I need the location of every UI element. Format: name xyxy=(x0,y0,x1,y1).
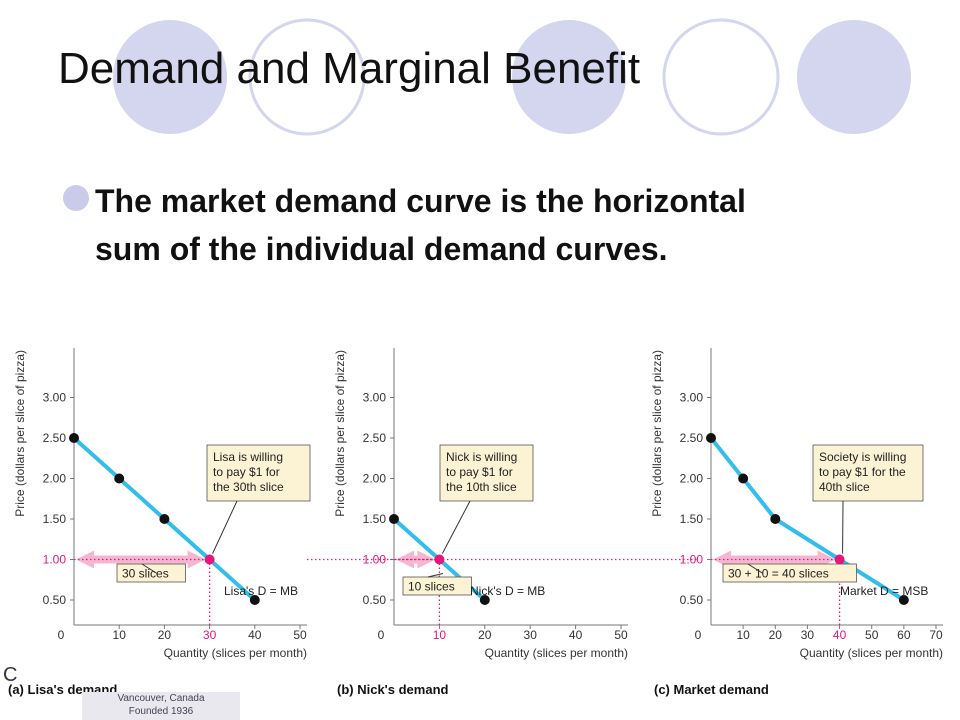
x-axis-label: Quantity (slices per month) xyxy=(164,646,307,660)
data-point xyxy=(159,514,170,524)
y-tick-label: 2.50 xyxy=(680,431,704,445)
decor-circle xyxy=(248,18,366,136)
x-tick-label: 30 xyxy=(203,628,217,642)
y-tick-label: 2.50 xyxy=(43,431,67,445)
y-tick-label: 1.00 xyxy=(43,553,67,567)
decor-circle xyxy=(797,20,911,134)
x-tick-label: 40 xyxy=(569,628,583,642)
data-point xyxy=(738,473,749,484)
panel-label: (c) Market demand xyxy=(654,682,769,697)
callout-text: to pay $1 for xyxy=(446,465,513,479)
quantity-label-pointer xyxy=(747,563,764,574)
callout-text: to pay $1 for the xyxy=(819,465,906,479)
data-point xyxy=(479,595,490,605)
y-tick-label: 2.00 xyxy=(680,472,704,486)
callout-text: Society is willing xyxy=(819,450,906,464)
callout-text: Lisa is willing xyxy=(213,450,283,464)
x-tick-label: 20 xyxy=(478,628,492,642)
y-tick-label: 0.50 xyxy=(680,593,704,607)
x-tick-label: 0 xyxy=(695,628,702,642)
panel-label: (b) Nick's demand xyxy=(337,682,449,697)
x-tick-label: 10 xyxy=(433,628,447,642)
quantity-label-pointer xyxy=(141,563,158,574)
y-axis-label: Price (dollars per slice of pizza) xyxy=(333,350,347,517)
x-tick-label: 10 xyxy=(736,628,750,642)
data-point xyxy=(770,514,781,524)
slide-title: Demand and Marginal Benefit xyxy=(58,44,641,93)
quantity-arrow xyxy=(76,550,206,569)
callout-text: 40th slice xyxy=(819,480,870,494)
x-axis-label: Quantity (slices per month) xyxy=(485,646,628,660)
badge-line-1: Vancouver, Canada xyxy=(117,693,205,704)
bullet-icon xyxy=(63,185,89,211)
badge-line-2: Founded 1936 xyxy=(128,706,194,717)
callout-box xyxy=(206,444,311,502)
x-tick-label: 50 xyxy=(865,628,879,642)
callout-box xyxy=(439,444,534,502)
data-point xyxy=(114,473,125,484)
quantity-label: 30 slices xyxy=(122,567,169,581)
x-tick-label: 20 xyxy=(769,628,783,642)
y-tick-label: 3.00 xyxy=(680,391,704,405)
x-tick-label: 40 xyxy=(833,628,847,642)
x-tick-label: 0 xyxy=(378,628,385,642)
data-point xyxy=(69,433,79,443)
quantity-label: 30 + 10 = 40 slices xyxy=(728,567,829,581)
highlight-point xyxy=(834,554,845,565)
x-tick-label: 30 xyxy=(801,628,815,642)
callout-text: the 10th slice xyxy=(446,480,517,494)
y-tick-label: 3.00 xyxy=(43,391,67,405)
y-tick-label: 1.50 xyxy=(363,512,387,526)
decor-circle xyxy=(113,20,227,134)
data-point xyxy=(389,514,399,524)
y-tick-label: 0.50 xyxy=(43,593,67,607)
decor-circle xyxy=(662,18,780,136)
x-tick-label: 20 xyxy=(158,628,172,642)
x-tick-label: 60 xyxy=(897,628,911,642)
data-point xyxy=(249,595,260,605)
highlight-point xyxy=(204,554,215,565)
publisher-badge: Vancouver, Canada Founded 1936 xyxy=(82,692,240,720)
y-tick-label: 1.50 xyxy=(680,512,704,526)
quantity-label-box xyxy=(402,576,472,596)
x-tick-label: 40 xyxy=(248,628,262,642)
x-tick-label: 0 xyxy=(58,628,65,642)
y-tick-label: 2.00 xyxy=(43,472,67,486)
y-tick-label: 0.50 xyxy=(363,593,387,607)
callout-box xyxy=(812,444,924,502)
y-tick-label: 3.00 xyxy=(363,391,387,405)
x-tick-label: 30 xyxy=(524,628,538,642)
y-axis-label: Price (dollars per slice of pizza) xyxy=(13,350,27,517)
x-tick-label: 70 xyxy=(929,628,943,642)
callout-pointer xyxy=(441,500,471,554)
curve-label: Market D = MSB xyxy=(840,584,928,598)
quantity-label-pointer xyxy=(427,573,444,578)
data-point xyxy=(898,595,909,605)
data-point xyxy=(706,433,716,443)
x-axis-label: Quantity (slices per month) xyxy=(800,646,943,660)
callout-pointer xyxy=(212,500,238,554)
quantity-label-box xyxy=(722,563,857,583)
demand-charts: 0.50 1.00 1.50 2.00 2.50 3.00 0 10 20 30 40 50 Quant… xyxy=(8,348,943,697)
y-tick-label: 2.50 xyxy=(363,431,387,445)
quantity-label: 10 slices xyxy=(408,580,455,594)
bullet-text: The market demand curve is the horizonta… xyxy=(95,183,746,267)
x-tick-label: 50 xyxy=(614,628,628,642)
y-tick-label: 2.00 xyxy=(363,472,387,486)
corner-letter: C xyxy=(3,664,18,686)
callout-text: Nick is willing xyxy=(446,450,517,464)
curve-label: Lisa's D = MB xyxy=(224,584,298,598)
y-tick-label: 1.50 xyxy=(43,512,67,526)
curve-label: Nick's D = MB xyxy=(470,584,545,598)
callout-text: the 30th slice xyxy=(213,480,284,494)
quantity-arrow xyxy=(713,550,836,569)
x-tick-label: 50 xyxy=(293,628,307,642)
decor-circle xyxy=(512,20,626,134)
y-tick-label: 1.00 xyxy=(363,553,387,567)
x-tick-label: 10 xyxy=(113,628,127,642)
quantity-label-box xyxy=(116,563,186,583)
y-axis-label: Price (dollars per slice of pizza) xyxy=(650,350,664,517)
callout-text: to pay $1 for xyxy=(213,465,280,479)
